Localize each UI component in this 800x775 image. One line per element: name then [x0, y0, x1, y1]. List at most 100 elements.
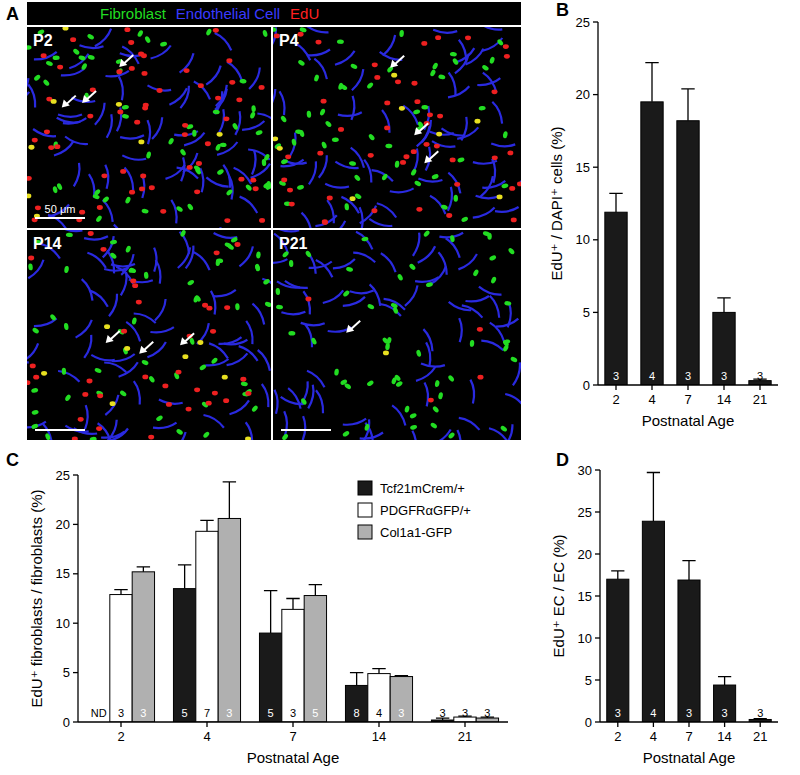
n-label: 3 [757, 370, 763, 382]
error-bar [200, 520, 213, 531]
panel-label: A [6, 4, 19, 24]
edu-nucleus [289, 202, 295, 207]
fibroblast-nucleus [386, 337, 392, 345]
error-bar [681, 89, 694, 121]
edu-nucleus [176, 370, 182, 375]
fibroblast-nucleus [263, 153, 270, 161]
fibroblast-nucleus [167, 137, 174, 145]
fibroblast-nucleus [194, 167, 202, 175]
fibroblast-nucleus [300, 397, 307, 405]
edu-nucleus [87, 379, 93, 384]
vessel [122, 155, 146, 159]
edu-nucleus [205, 141, 211, 146]
vessel [120, 135, 144, 138]
vessel [303, 291, 310, 314]
edu-nucleus [428, 398, 434, 403]
fibroblast-nucleus [366, 380, 374, 387]
edu-nucleus [198, 83, 204, 88]
legend-text: EdU [290, 5, 319, 22]
x-tick-label: 2 [117, 729, 124, 744]
fibroblast-nucleus [299, 130, 305, 138]
fibroblast-nucleus [496, 38, 504, 46]
fibroblast-nucleus [438, 74, 446, 80]
vessel [416, 367, 435, 381]
fibroblast-nucleus [62, 368, 67, 375]
fibroblast-nucleus [254, 264, 260, 272]
double-positive [116, 102, 122, 107]
vessel [382, 110, 390, 133]
x-tick-label: 14 [717, 392, 731, 407]
x-tick-label: 21 [458, 729, 472, 744]
fibroblast-nucleus [501, 183, 509, 189]
y-tick [593, 94, 598, 95]
fibroblast-nucleus [129, 267, 137, 274]
n-label: 3 [226, 707, 232, 719]
fibroblast-nucleus [440, 204, 448, 211]
edu-nucleus [435, 35, 441, 40]
double-positive [399, 106, 405, 111]
y-tick [595, 637, 600, 638]
edu-nucleus [202, 303, 208, 308]
edu-nucleus [139, 187, 145, 192]
edu-nucleus [411, 81, 417, 86]
fibroblast-nucleus [42, 79, 50, 87]
edu-nucleus [235, 242, 241, 247]
fibroblast-nucleus [193, 295, 199, 303]
fibroblast-nucleus [457, 157, 465, 163]
arrow-head [82, 95, 90, 103]
y-axis-label: EdU⁺ EC / EC (%) [550, 535, 567, 658]
vessel [448, 173, 460, 194]
fibroblast-nucleus [205, 28, 212, 36]
vessel [215, 33, 232, 50]
vessel [61, 69, 84, 75]
micrograph [273, 230, 521, 440]
fibroblast-nucleus [52, 186, 58, 194]
fibroblast-nucleus [429, 69, 436, 77]
y-tick [73, 721, 78, 722]
arrow-head [346, 325, 354, 333]
edu-nucleus [477, 327, 483, 332]
arrow-head [106, 335, 114, 343]
fibroblast-nucleus [119, 390, 127, 398]
edu-nucleus [134, 120, 140, 125]
x-tick [120, 722, 121, 727]
fibroblast-nucleus [289, 260, 294, 267]
fibroblast-nucleus [381, 173, 389, 181]
fibroblast-nucleus [500, 425, 508, 433]
fibroblast-nucleus [490, 276, 497, 284]
y-tick [595, 595, 600, 596]
fibroblast-nucleus [232, 122, 239, 130]
fibroblast-nucleus [332, 137, 339, 142]
fibroblast-nucleus [31, 423, 39, 430]
vessel [372, 170, 393, 181]
bar [196, 531, 218, 722]
fibroblast-nucleus [216, 258, 223, 263]
bar [678, 580, 700, 722]
double-positive [436, 132, 442, 137]
y-tick-label: 15 [576, 160, 590, 175]
vessel [234, 168, 252, 184]
fibroblast-nucleus [395, 380, 403, 387]
edu-nucleus [229, 80, 235, 85]
fibroblast-nucleus [482, 231, 490, 237]
x-tick [292, 722, 293, 727]
vessel [309, 262, 332, 268]
edu-nucleus [372, 62, 378, 67]
y-tick [595, 511, 600, 512]
x-tick [206, 722, 207, 727]
edu-nucleus [414, 99, 420, 104]
image-label: P2 [33, 32, 53, 49]
fibroblast-nucleus [144, 35, 151, 43]
fibroblast-nucleus [256, 251, 261, 259]
fibroblast-nucleus [430, 422, 438, 430]
y-axis [77, 475, 78, 722]
vessel [65, 137, 88, 145]
micrograph-content [27, 27, 271, 228]
n-label: 3 [615, 707, 621, 719]
error-bar [717, 298, 730, 313]
fibroblast-nucleus [319, 108, 326, 116]
vessel [335, 51, 355, 65]
image-label: P21 [279, 235, 308, 252]
fibroblast-nucleus [64, 323, 69, 331]
edu-nucleus [285, 154, 291, 159]
